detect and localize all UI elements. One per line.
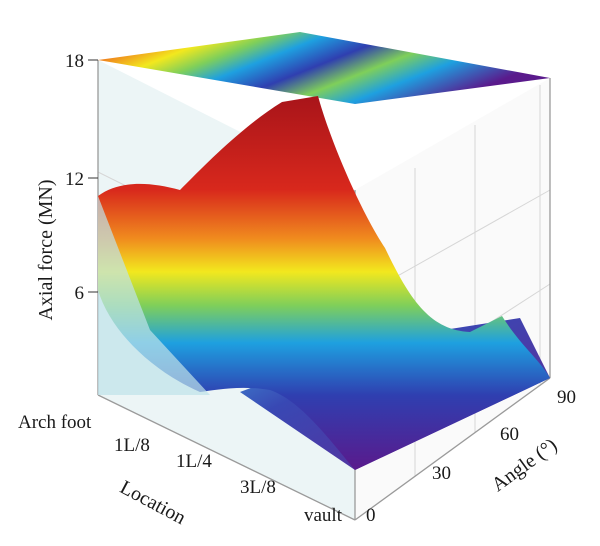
z-tick-label: 18 [65, 51, 84, 72]
location-tick-label: 1L/8 [114, 435, 150, 456]
angle-tick-label: 0 [366, 505, 376, 526]
top-surface [98, 32, 550, 104]
location-tick-label: 1L/4 [176, 451, 212, 472]
angle-tick-label: 30 [432, 463, 451, 484]
z-axis-title: Axial force (MN) [35, 179, 57, 320]
angle-tick-label: 90 [557, 387, 576, 408]
location-axis-title: Location [116, 476, 189, 529]
angle-tick-label: 60 [500, 424, 519, 445]
location-tick-label: vault [304, 505, 343, 526]
main-surface [98, 96, 550, 470]
z-tick-label: 6 [75, 283, 85, 304]
z-tick-label: 12 [65, 169, 84, 190]
z-axis: 18 12 6 Axial force (MN) [35, 51, 98, 321]
location-tick-label: Arch foot [18, 412, 92, 433]
location-tick-label: 3L/8 [240, 477, 276, 498]
angle-axis-title: Angle (°) [488, 434, 562, 496]
front-face-fill [98, 196, 210, 395]
